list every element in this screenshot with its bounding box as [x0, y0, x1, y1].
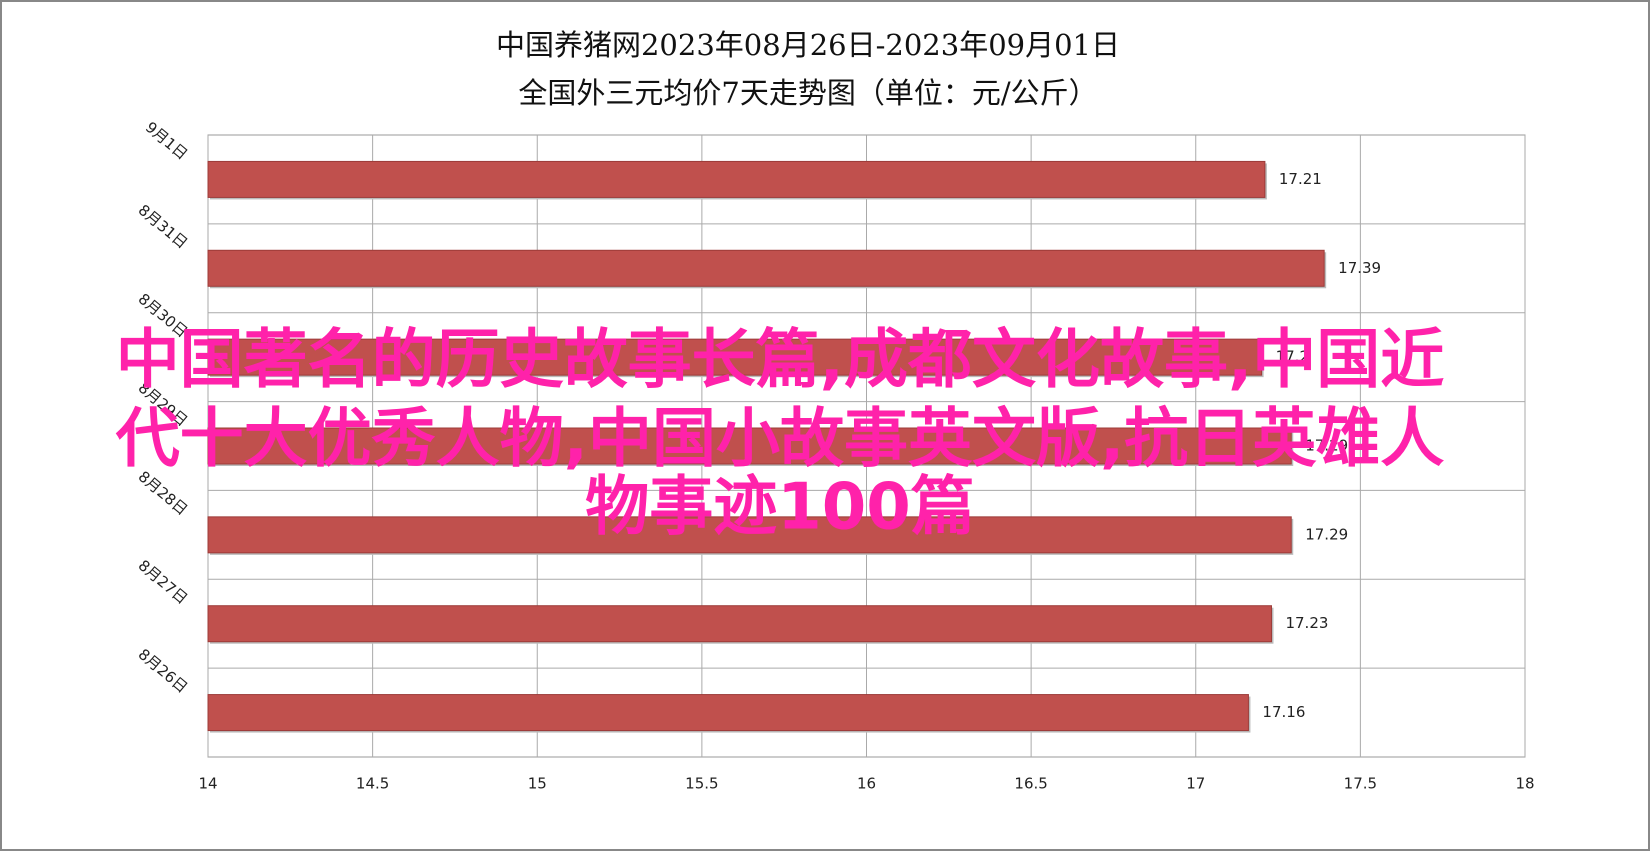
chart-title: 中国养猪网2023年08月26日-2023年09月01日 — [496, 28, 1120, 62]
data-label: 17.2 — [1276, 348, 1309, 366]
x-tick-label: 17 — [1186, 775, 1205, 793]
x-tick-label: 18 — [1515, 775, 1534, 793]
bar — [207, 249, 1325, 287]
overlay-text: 中国著名的历史故事长篇,成都文化故事,中国近 — [116, 324, 1445, 398]
bar — [207, 160, 1266, 198]
plot-area: 14 14.5 15 15.5 16 16.5 17 17.5 189月1日17.218月31日… — [135, 118, 1535, 792]
bar — [207, 338, 1263, 376]
data-label: 17.29 — [1305, 525, 1348, 543]
chart-subtitle: 全国外三元均价7天走势图（单位：元/公斤） — [518, 76, 1097, 110]
x-tick-label: 15 — [528, 775, 547, 793]
data-label: 17.23 — [1285, 614, 1328, 632]
data-label: 17.39 — [1338, 259, 1381, 277]
data-label: 17.16 — [1262, 703, 1305, 721]
bar — [207, 694, 1249, 732]
x-tick-label: 14.5 — [356, 775, 389, 793]
overlay-text: 物事迹100篇 — [585, 471, 975, 545]
bar — [207, 605, 1272, 643]
data-label: 17.29 — [1305, 437, 1348, 455]
overlay-text: 代十大优秀人物,中国小故事英文版,抗日英雄人 — [115, 403, 1445, 477]
x-tick-label: 15.5 — [685, 775, 718, 793]
x-tick-label: 16 — [857, 775, 876, 793]
x-tick-label: 16.5 — [1014, 775, 1047, 793]
x-tick-label: 17.5 — [1344, 775, 1377, 793]
bar — [207, 516, 1292, 554]
data-label: 17.21 — [1279, 170, 1322, 188]
overlay: 中国著名的历史故事长篇,成都文化故事,中国近代十大优秀人物,中国小故事英文版,抗… — [115, 324, 1445, 545]
x-tick-label: 14 — [198, 775, 217, 793]
bar — [207, 427, 1292, 465]
